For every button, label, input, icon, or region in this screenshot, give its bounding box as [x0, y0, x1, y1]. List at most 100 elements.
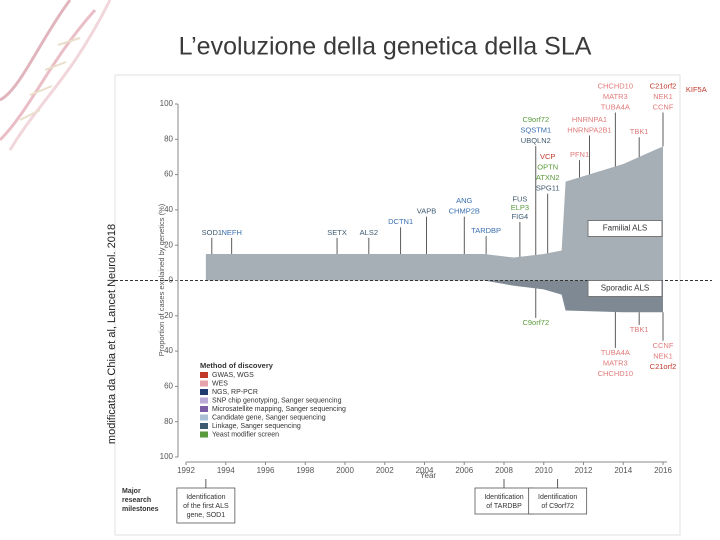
legend-label: Yeast modifier screen: [212, 431, 279, 438]
milestone-box: [176, 487, 236, 524]
y-tick-label: 100: [160, 452, 174, 461]
gene-label: ATXN2: [536, 173, 560, 182]
x-tick-label: 2008: [495, 466, 513, 475]
gene-label: ELP3: [511, 203, 529, 212]
milestone-box: [528, 487, 588, 515]
gene-label: CHMP2B: [449, 207, 480, 216]
gene-label: TUBA4A: [601, 103, 630, 112]
legend-swatch: [200, 380, 208, 387]
x-tick-label: 1998: [296, 466, 314, 475]
x-tick-label: 2002: [376, 466, 394, 475]
legend-swatch: [200, 423, 208, 429]
x-tick-label: 2010: [535, 466, 553, 475]
legend-label: Microsatellite mapping, Sanger sequencin…: [212, 406, 346, 413]
y-tick-label: 0: [169, 276, 174, 285]
x-tick-label: 1992: [177, 466, 195, 475]
gene-label: KIF5A: [686, 85, 707, 94]
gene-label: TUBA4A: [601, 348, 630, 357]
gene-label: C21orf2: [650, 362, 677, 371]
gene-label: OPTN: [537, 163, 558, 172]
gene-label: CHCHD10: [598, 81, 633, 90]
legend-label: WES: [212, 380, 228, 387]
legend-swatch: [200, 372, 208, 378]
milestones-title: Major: [122, 488, 141, 495]
milestone-text: Identification: [538, 494, 577, 501]
gene-label: SOD1: [202, 228, 222, 237]
gene-label: FIG4: [512, 212, 529, 221]
series-label-box: [587, 220, 663, 237]
legend-label: Candidate gene, Sanger sequencing: [212, 414, 326, 421]
legend-title: Method of discovery: [200, 361, 274, 370]
gene-label: C9orf72: [522, 115, 549, 124]
series-label-box: [587, 280, 663, 297]
area: [205, 146, 663, 281]
gene-label: NEFH: [222, 228, 242, 237]
y-tick-label: 60: [164, 382, 173, 391]
gene-label: FUS: [512, 194, 527, 203]
gene-label: C9orf72: [522, 318, 549, 327]
slide-title: L’evoluzione della genetica della SLA: [179, 33, 592, 61]
gene-label: VCP: [540, 152, 555, 161]
gene-label: DCTN1: [388, 217, 413, 226]
x-tick-label: 2000: [336, 466, 354, 475]
gene-label: CCNF: [653, 103, 674, 112]
y-tick-label: 20: [164, 311, 173, 320]
x-tick-label: 2016: [654, 466, 672, 475]
series-label: Familial ALS: [603, 224, 647, 233]
dna-decoration: [0, 0, 112, 151]
gene-label: HNRNPA2B1: [567, 125, 611, 134]
y-tick-label: 80: [164, 417, 173, 426]
y-tick-label: 40: [164, 346, 173, 355]
milestone-text: gene, SOD1: [187, 512, 226, 519]
y-tick-label: 100: [160, 99, 174, 108]
x-tick-label: 2014: [614, 466, 632, 475]
x-axis-label: Year: [420, 471, 437, 480]
side-note: modificata da Chia et al, Lancet Neurol.…: [106, 224, 118, 444]
legend-swatch: [200, 389, 208, 395]
legend-swatch: [200, 406, 208, 412]
milestone-text: of TARDBP: [486, 503, 522, 510]
milestones-title: milestones: [122, 506, 159, 513]
gene-label: TARDBP: [471, 226, 501, 235]
gene-label: CHCHD10: [598, 369, 633, 378]
gene-label: MATR3: [603, 92, 628, 101]
area: [205, 280, 663, 313]
gene-label: SPG11: [536, 184, 560, 193]
gene-label: C21orf2: [650, 81, 677, 90]
legend-label: GWAS, WGS: [212, 372, 254, 379]
gene-label: ALS2: [360, 228, 378, 237]
gene-label: ANG: [456, 196, 472, 205]
gene-label: SQSTM1: [520, 125, 551, 134]
legend-label: SNP chip genotyping, Sanger sequencing: [212, 397, 342, 404]
x-tick-label: 2006: [455, 466, 473, 475]
gene-label: CCNF: [653, 341, 674, 350]
x-tick-label: 2004: [416, 466, 434, 475]
milestone-text: Identification: [484, 494, 523, 501]
gene-label: NEK1: [653, 351, 673, 360]
gene-label: TBK1: [630, 325, 649, 334]
milestone-box: [474, 487, 534, 515]
x-tick-label: 1994: [217, 466, 235, 475]
legend-swatch: [200, 414, 208, 421]
x-tick-label: 2012: [575, 466, 593, 475]
y-tick-label: 80: [164, 134, 173, 143]
gene-label: VAPB: [417, 207, 436, 216]
legend-swatch: [200, 431, 208, 438]
gene-label: MATR3: [603, 358, 628, 367]
gene-label: PFN1: [570, 150, 589, 159]
gene-label: UBQLN2: [521, 136, 551, 145]
gene-label: SETX: [327, 228, 347, 237]
milestone-text: Identification: [186, 494, 225, 501]
legend-swatch: [200, 397, 208, 404]
gene-label: TBK1: [630, 127, 649, 136]
milestone-text: of the first ALS: [183, 503, 229, 510]
y-axis-label: Proportion of cases explained by genetic…: [157, 203, 166, 356]
legend-label: Linkage, Sanger sequencing: [212, 423, 301, 430]
gene-label: NEK1: [653, 92, 673, 101]
y-tick-label: 60: [164, 170, 173, 179]
y-tick-label: 40: [164, 205, 173, 214]
y-tick-label: 20: [164, 240, 173, 249]
gene-label: HNRNPA1: [572, 115, 607, 124]
milestone-text: of C9orf72: [541, 503, 574, 510]
